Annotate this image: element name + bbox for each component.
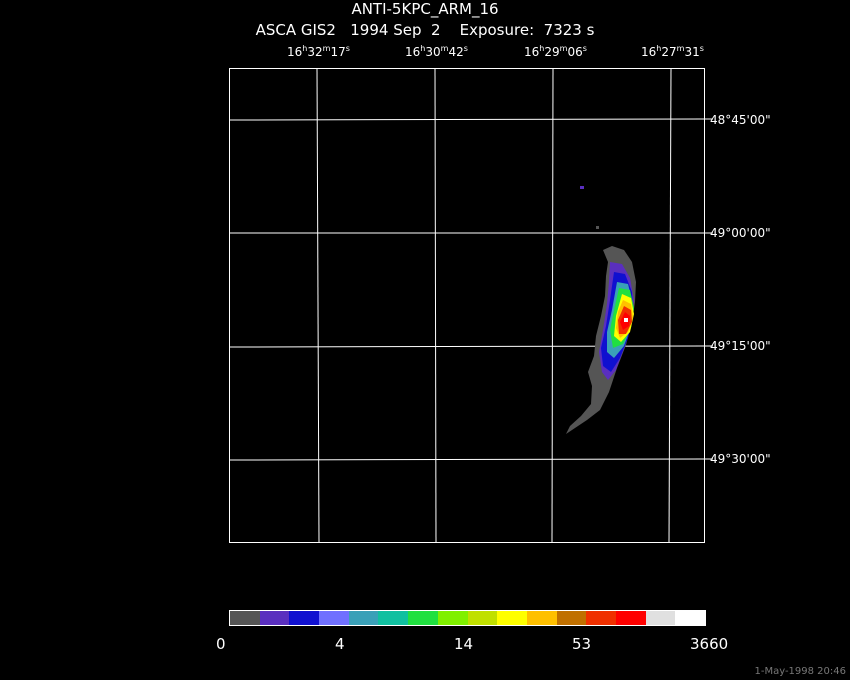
ra-label-2: 16h30m42s — [405, 44, 468, 59]
colorbar-segment-12 — [556, 611, 587, 625]
image-title: ANTI-5KPC_ARM_16 — [351, 0, 499, 18]
emission-core-pixel — [624, 318, 628, 322]
xray-emission — [566, 186, 636, 434]
dec-label-2: 49°00'00" — [710, 226, 771, 240]
ra-label-3: 16h29m06s — [524, 44, 587, 59]
coordinate-grid — [228, 67, 706, 544]
intensity-colorbar — [229, 610, 706, 626]
colorbar-segment-3 — [289, 611, 320, 625]
dec-label-3: 49°15'00" — [710, 339, 771, 353]
colorbar-segment-4 — [319, 611, 349, 625]
observation-subtitle: ASCA GIS2 1994 Sep 2 Exposure: 7323 s — [255, 21, 595, 39]
faint-source-1 — [580, 186, 584, 189]
colorbar-segment-5 — [348, 611, 379, 625]
dec-grid-line-3 — [228, 345, 706, 348]
colorbar-label-4: 4 — [335, 635, 345, 653]
colorbar-label-53: 53 — [572, 635, 592, 653]
colorbar-segment-15 — [645, 611, 676, 625]
colorbar-segment-6 — [378, 611, 409, 625]
dec-label-4: 49°30'00" — [710, 452, 771, 466]
ra-label-1: 16h32m17s — [287, 44, 350, 59]
ra-grid-line-2 — [434, 67, 437, 544]
colorbar-label-14: 14 — [454, 635, 474, 653]
colorbar-segment-14 — [615, 611, 646, 625]
dec-label-1: 48°45'00" — [710, 113, 771, 127]
colorbar-segment-1 — [230, 611, 260, 625]
colorbar-segment-8 — [437, 611, 468, 625]
ra-grid-line-3 — [551, 67, 554, 544]
tick-marks — [705, 118, 713, 460]
dec-grid-line-1 — [228, 118, 706, 121]
colorbar-segment-16 — [675, 611, 705, 625]
dec-grid-line-4 — [228, 458, 706, 461]
faint-source-2 — [596, 226, 599, 229]
ra-grid-line-4 — [668, 67, 672, 544]
colorbar-segment-9 — [467, 611, 498, 625]
colorbar-segment-11 — [526, 611, 557, 625]
colorbar-segment-13 — [586, 611, 616, 625]
colorbar-segment-2 — [259, 611, 290, 625]
ra-grid-line-1 — [316, 67, 320, 544]
colorbar-segment-10 — [497, 611, 527, 625]
colorbar-segment-7 — [408, 611, 438, 625]
plot-frame — [229, 68, 705, 543]
colorbar-label-max: 3660 — [690, 635, 729, 653]
ra-label-4: 16h27m31s — [641, 44, 704, 59]
timestamp: 1-May-1998 20:46 — [754, 666, 846, 677]
colorbar-label-0: 0 — [216, 635, 226, 653]
